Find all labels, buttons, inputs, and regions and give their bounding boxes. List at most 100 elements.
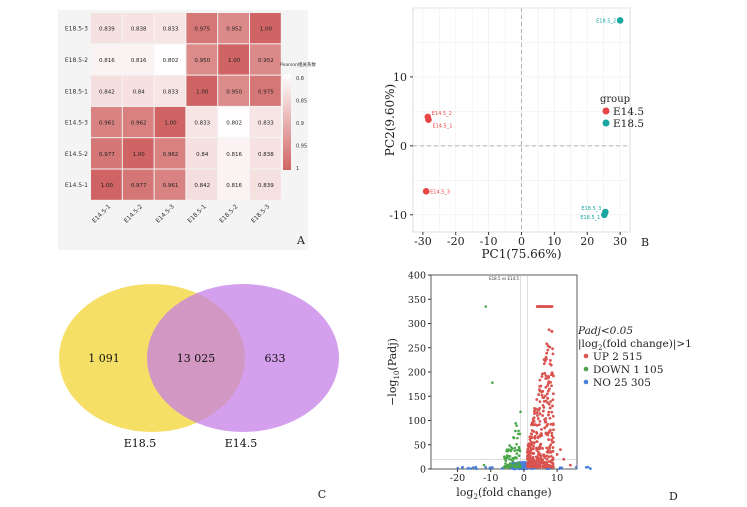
volcano-point-down <box>517 454 521 457</box>
volcano-point-up <box>543 420 547 424</box>
pca-xtick-label: 0 <box>518 235 525 248</box>
volcano-point-up <box>530 465 534 469</box>
volcano-point-up <box>530 436 534 440</box>
pca-xtick-label: 10 <box>547 235 561 248</box>
volcano-legend-key <box>583 366 589 372</box>
volcano-point-up <box>555 453 559 456</box>
volcano-point-up <box>544 377 548 381</box>
volcano-point-no <box>467 466 470 470</box>
volcano-point-up <box>568 463 572 467</box>
pca-xtick-label: 30 <box>613 235 627 248</box>
volcano-point-down <box>517 429 520 433</box>
volcano-point-no <box>513 467 517 471</box>
volcano-point-up <box>551 398 555 402</box>
heatmap-cell <box>218 75 249 106</box>
heatmap-legend-tick: 0.95 <box>296 144 307 150</box>
volcano-point-down <box>504 462 507 465</box>
volcano-point-up <box>546 344 550 348</box>
heatmap-cell <box>250 13 281 44</box>
heatmap-cell <box>122 106 154 138</box>
volcano-point-up <box>532 465 536 469</box>
heatmap-cell-value: 0.839 <box>99 27 115 33</box>
volcano-point-up <box>544 355 548 359</box>
volcano-point-down <box>517 432 520 436</box>
volcano-point-up <box>550 434 554 437</box>
heatmap-cell-value: 0.84 <box>196 152 209 158</box>
volcano-point-up <box>542 405 546 409</box>
heatmap-cell-value: 1.00 <box>228 58 241 64</box>
correlation-heatmap: 0.839 0.838 0.833 0.975 0.952 1.00 0.816 0.816 0… <box>58 10 316 250</box>
volcano-point-down <box>515 452 519 455</box>
heatmap-cell-value: 0.833 <box>163 89 179 95</box>
venn-left-count: 1 091 <box>88 352 120 365</box>
volcano-point-up <box>549 450 553 453</box>
heatmap-cell-value: 0.975 <box>258 89 274 95</box>
volcano-point-up <box>537 393 541 396</box>
heatmap-cell-value: 0.961 <box>163 183 179 189</box>
volcano-point-up <box>527 450 531 454</box>
volcano-ylabel: −log10(Padj) <box>386 338 401 406</box>
volcano-point-up <box>549 422 553 426</box>
heatmap-cell <box>122 44 154 75</box>
volcano-point-up <box>540 427 543 431</box>
volcano-point-no <box>491 466 494 469</box>
heatmap-cell <box>218 106 249 138</box>
volcano-point-up <box>537 408 541 412</box>
volcano-point-up <box>536 458 540 462</box>
volcano-point-up <box>534 460 538 464</box>
volcano-point-up <box>533 409 536 413</box>
volcano-point-down <box>505 454 509 457</box>
volcano-point-up <box>527 445 531 449</box>
volcano-point-up <box>534 407 538 411</box>
heatmap-cell <box>91 106 122 138</box>
volcano-point-up <box>543 418 546 422</box>
pca-ytick-label: -10 <box>389 209 407 222</box>
volcano-point-up <box>539 433 542 437</box>
volcano-point-no <box>472 466 475 469</box>
volcano-point-up <box>544 432 548 436</box>
heatmap-legend-title: Pearson相关系数 <box>280 61 316 68</box>
volcano-point-up <box>537 450 540 454</box>
volcano-point-up <box>542 362 546 366</box>
pca-point <box>601 211 608 219</box>
volcano-plot: E18.5 vs E14.5-20 -10 0 1005010015020025030… <box>386 271 692 504</box>
volcano-point-no <box>484 465 488 469</box>
volcano-legend-key <box>583 379 589 385</box>
heatmap-cell <box>250 44 281 75</box>
volcano-point-up <box>536 453 540 456</box>
volcano-point-down <box>508 465 511 469</box>
volcano-point-down <box>508 444 511 447</box>
heatmap-cell-value: 0.816 <box>226 183 242 189</box>
volcano-point-up <box>546 348 550 352</box>
volcano-point-up <box>547 410 551 414</box>
heatmap-row-label: E14.5-2 <box>65 151 88 158</box>
venn-diagram: 1 091 13 025 633 E18.5 E14.5 C <box>59 284 339 501</box>
volcano-point-no <box>584 466 588 469</box>
heatmap-cell <box>218 13 249 44</box>
heatmap-cell <box>250 75 281 106</box>
volcano-ytick-label: 150 <box>408 392 426 403</box>
heatmap-cell <box>91 44 122 75</box>
volcano-point-up <box>550 384 553 388</box>
volcano-point-up <box>535 398 539 401</box>
heatmap-cell-value: 0.961 <box>99 121 115 127</box>
volcano-legend-line2: |log2(fold change)|>1 <box>578 338 692 352</box>
volcano-point-up <box>549 460 553 463</box>
volcano-point-up <box>537 423 541 427</box>
volcano-point-up <box>532 419 535 423</box>
heatmap-cell-value: 0.842 <box>99 89 115 95</box>
volcano-point-down <box>504 458 507 462</box>
heatmap-cell <box>154 169 186 200</box>
pca-point-label: E18.5_2 <box>596 18 616 24</box>
pca-legend-label: E18.5 <box>613 118 644 130</box>
volcano-point-up <box>541 464 545 468</box>
volcano-point-up <box>541 460 545 464</box>
heatmap-cell <box>250 169 281 200</box>
volcano-point-up <box>550 330 554 333</box>
volcano-point-up <box>527 442 531 446</box>
volcano-point-up <box>540 393 544 397</box>
heatmap-cell-value: 0.952 <box>258 58 274 64</box>
panel-label-c: C <box>318 488 326 501</box>
volcano-point-down <box>514 421 518 425</box>
volcano-point-no <box>500 467 504 470</box>
